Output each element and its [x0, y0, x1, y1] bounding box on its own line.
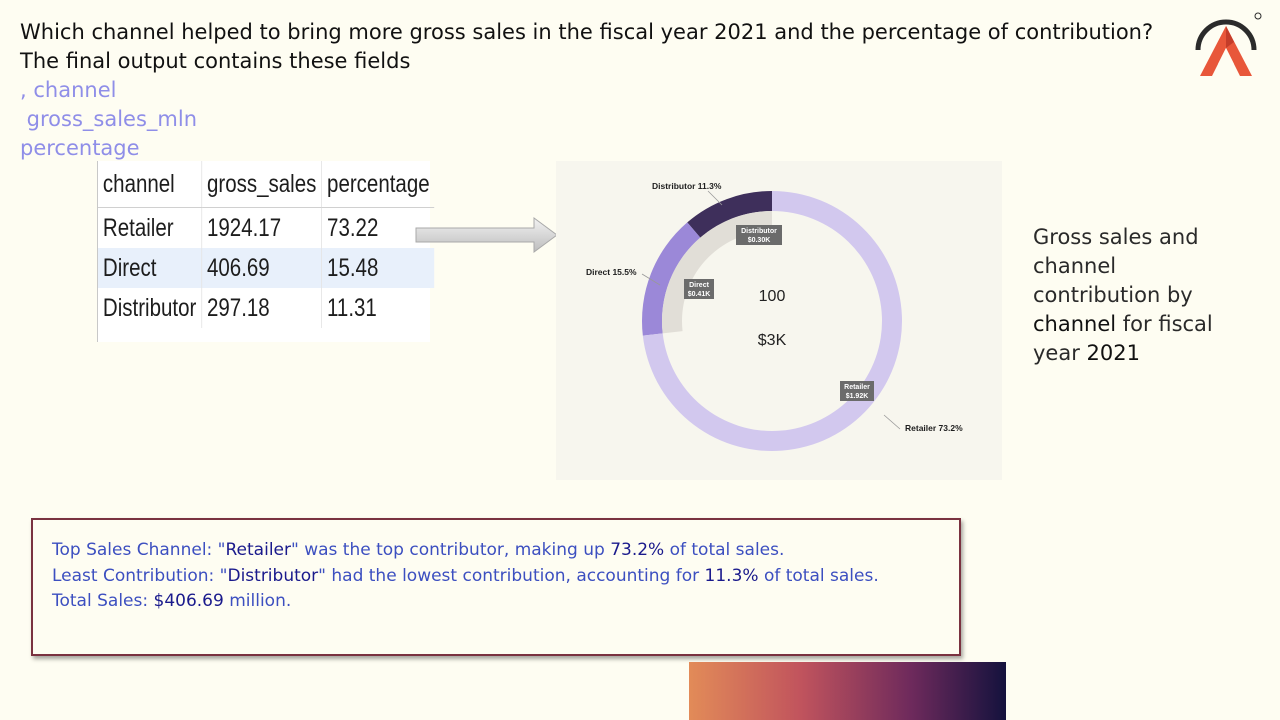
slice-value-tag-distributor: [736, 225, 782, 245]
field-gross-sales: gross_sales_mln: [20, 107, 198, 131]
donut-chart: Distributor 11.3% Distributor $0.30K Direct…: [586, 181, 963, 451]
right-arrow-icon: [415, 217, 558, 253]
leader-line: [707, 190, 723, 206]
insight-text: Least Contribution: ": [52, 565, 228, 586]
donut-slices: [642, 191, 902, 451]
caption-part-2: for fiscal year: [1033, 312, 1213, 365]
insight-text: " had the lowest contribution, accountin…: [318, 565, 705, 586]
slice-outer-label-direct: Direct 15.5%: [586, 267, 637, 277]
insight-highlight: 11.3%: [704, 565, 759, 586]
table-cell: 1924.17: [201, 207, 322, 248]
insight-text: of total sales.: [758, 565, 879, 586]
table-cell: Direct: [98, 248, 202, 288]
insight-text: Total Sales:: [52, 591, 154, 611]
donut-chart-panel: Distributor 11.3% Distributor $0.30K Direct…: [556, 161, 1002, 480]
slice-outer-label-distributor: Distributor 11.3%: [652, 181, 722, 191]
table-cell: 297.18: [201, 288, 322, 328]
slice-tag-value-direct: $0.41K: [688, 291, 711, 298]
decorative-gradient-bar: [689, 662, 1006, 720]
question-line-1: Which channel helped to bring more gross…: [20, 20, 1154, 44]
table-header-row: channel gross_sales percentage: [98, 161, 435, 208]
inner-ring: [662, 211, 772, 334]
side-caption: Gross sales and channel contribution by …: [1033, 223, 1233, 368]
caption-part-1: Gross sales and channel contribution by: [1033, 225, 1199, 307]
question-line-2: The final output contains these fields: [20, 49, 411, 73]
field-channel: , channel: [20, 78, 117, 102]
leader-line: [883, 414, 901, 430]
slice-outer-label-retailer: Retailer 73.2%: [905, 423, 963, 433]
slice-tag-value-distributor: $0.30K: [748, 237, 771, 244]
field-list: , channel gross_sales_mln percentage: [20, 76, 197, 163]
column-header-percentage: percentage: [321, 161, 435, 208]
insight-least-channel: Least Contribution: "Distributor" had th…: [52, 564, 879, 590]
table-cell: 11.31: [321, 288, 435, 328]
insight-text: million.: [223, 591, 292, 611]
insight-top-channel: Top Sales Channel: "Retailer" was the to…: [52, 538, 879, 564]
result-table-panel: channel gross_sales percentage Retailer …: [97, 161, 435, 342]
insight-highlight: Distributor: [227, 565, 319, 586]
insight-highlight: $406.69: [153, 591, 224, 611]
donut-slice-distributor: [687, 191, 772, 238]
caption-year: 2021: [1086, 341, 1140, 365]
insight-total-sales: Total Sales: $406.69 million.: [52, 589, 879, 615]
donut-labels: Distributor 11.3% Distributor $0.30K Direct…: [586, 181, 963, 433]
insight-highlight: 73.2%: [610, 540, 665, 560]
center-label-total-percent: 100: [759, 288, 786, 305]
slice-tag-value-retailer: $1.92K: [846, 393, 869, 400]
result-table: channel gross_sales percentage Retailer …: [98, 161, 435, 328]
table-cell: Retailer: [102, 213, 174, 242]
caption-channel-word: channel: [1033, 312, 1117, 336]
question-text: Which channel helped to bring more gross…: [20, 18, 1180, 76]
center-label-total-sales: $3K: [758, 332, 787, 349]
table-cell: 406.69: [201, 248, 322, 288]
inner-ring-segment: [662, 211, 772, 334]
insight-text: Top Sales Channel: ": [52, 540, 226, 560]
table-row: Retailer 1924.17 73.22: [98, 207, 435, 248]
table-cell: Distributor: [102, 293, 197, 322]
column-header-gross-sales: gross_sales: [201, 161, 322, 208]
brand-a-logo-icon: [1195, 12, 1262, 76]
slice-tag-name-retailer: Retailer: [844, 384, 870, 391]
table-row: Direct 406.69 15.48: [98, 248, 435, 288]
donut-slice-direct: [642, 222, 701, 336]
column-header-channel: channel: [98, 161, 202, 208]
slice-value-tag-retailer: [840, 381, 874, 401]
field-percentage: percentage: [20, 136, 140, 160]
table-row: Distributor 297.18 11.31: [98, 288, 435, 328]
insight-text: of total sales.: [664, 540, 785, 560]
table-cell: 15.48: [321, 248, 435, 288]
slice-tag-name-direct: Direct: [689, 282, 710, 289]
insight-highlight: Retailer: [225, 540, 292, 560]
slice-value-tag-direct: [684, 279, 714, 299]
insights-box: Top Sales Channel: "Retailer" was the to…: [31, 518, 961, 656]
leader-line: [641, 273, 661, 286]
slice-tag-name-distributor: Distributor: [741, 228, 777, 235]
insight-text: " was the top contributor, making up: [291, 540, 611, 560]
